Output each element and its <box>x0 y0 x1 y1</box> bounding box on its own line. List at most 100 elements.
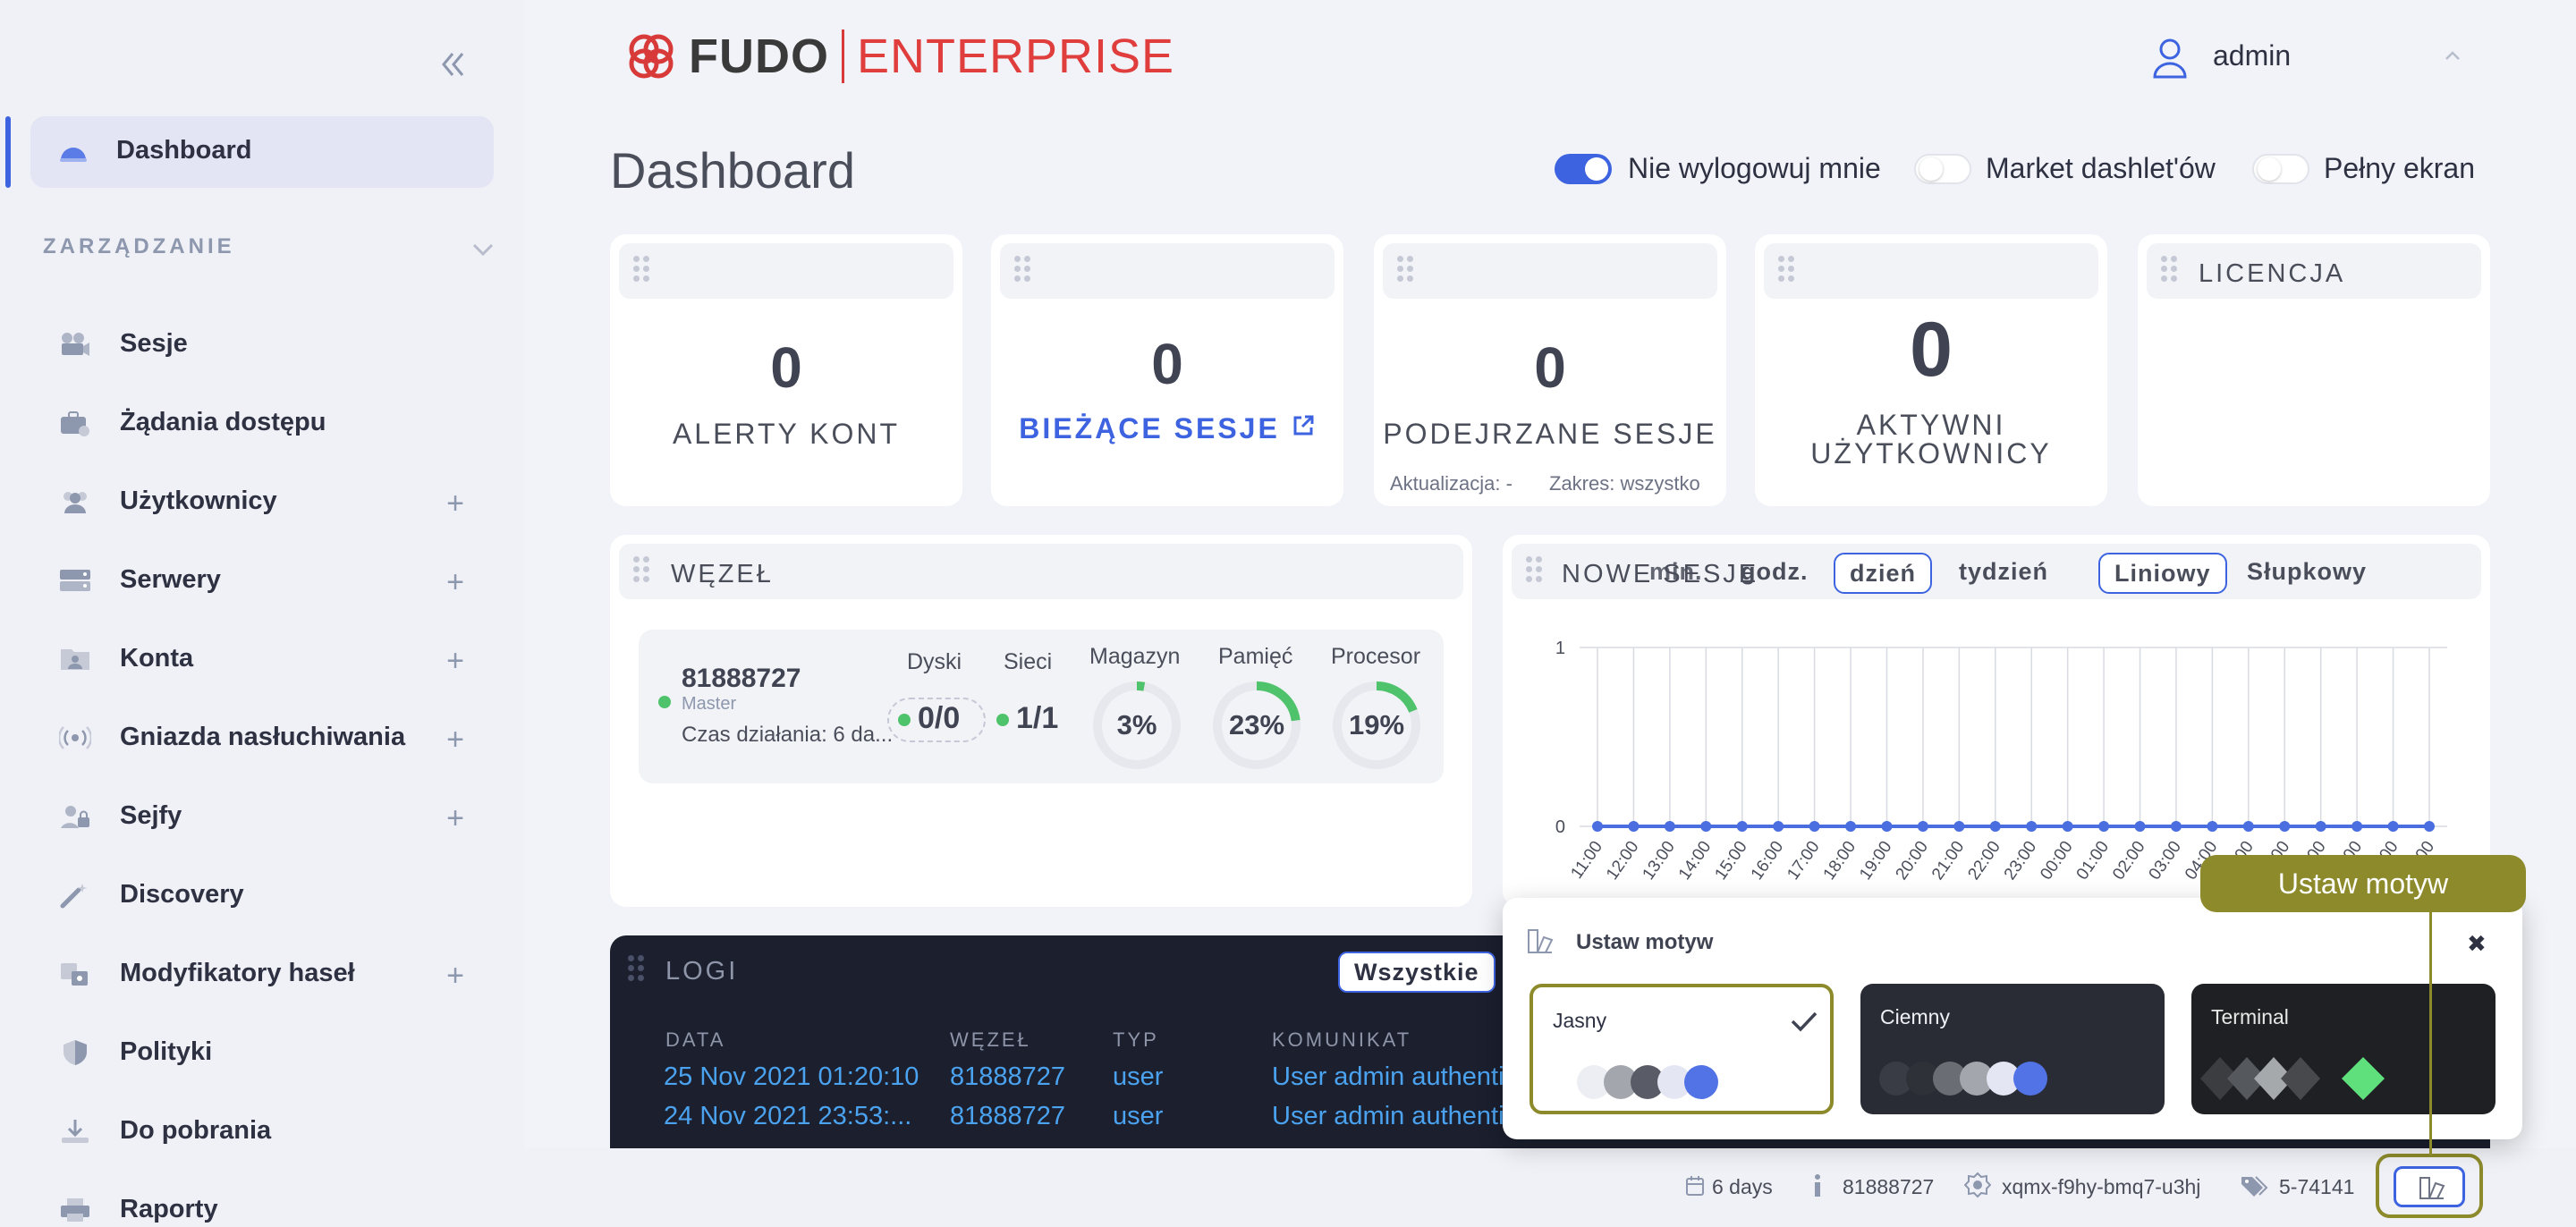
expand-plus-icon[interactable]: + <box>446 959 464 993</box>
sidebar-item-dashboard[interactable]: Dashboard <box>30 116 494 188</box>
data-point[interactable] <box>1989 821 2001 832</box>
x-tick-label: 22:00 <box>1964 838 2004 884</box>
theme-option-dark[interactable]: Ciemny <box>1860 984 2165 1114</box>
expand-plus-icon[interactable]: + <box>446 801 464 835</box>
tab-bar-chart[interactable]: Słupkowy <box>2247 558 2368 585</box>
data-point[interactable] <box>2424 821 2435 832</box>
shield-icon <box>57 1037 93 1068</box>
sidebar-item-access-requests[interactable]: Żądania dostępu <box>43 404 490 440</box>
tab-week[interactable]: tydzień <box>1959 558 2049 585</box>
gauge-ring <box>1093 681 1181 769</box>
data-point[interactable] <box>1881 821 1893 832</box>
tab-hour[interactable]: godz. <box>1741 558 1809 585</box>
collapse-sidebar-icon[interactable] <box>433 45 472 84</box>
theme-button[interactable] <box>2394 1166 2465 1207</box>
sidebar-item-servers[interactable]: Serwery + <box>43 562 490 597</box>
data-point[interactable] <box>2134 821 2146 832</box>
storage-gauge: 3% <box>1089 678 1184 773</box>
sidebar-item-accounts[interactable]: Konta + <box>43 640 490 676</box>
tab-min[interactable]: min. <box>1649 558 1703 585</box>
log-date[interactable]: 24 Nov 2021 23:53:... <box>664 1102 912 1130</box>
drag-handle-icon[interactable] <box>2161 256 2179 284</box>
drag-handle-icon[interactable] <box>1526 556 1544 585</box>
data-point[interactable] <box>2242 821 2254 832</box>
calendar-icon <box>1685 1175 1705 1201</box>
data-point[interactable] <box>1845 821 1857 832</box>
page-title: Dashboard <box>610 142 855 199</box>
x-tick-label: 12:00 <box>1603 838 1642 884</box>
fullscreen-toggle[interactable] <box>2252 154 2309 184</box>
dark-palette-swatches <box>1879 1062 2047 1096</box>
node-status-row[interactable]: 81888727 Master Czas działania: 6 da... … <box>639 630 1444 783</box>
data-point[interactable] <box>1917 821 1928 832</box>
data-point[interactable] <box>2315 821 2326 832</box>
log-type[interactable]: user <box>1113 1062 1164 1091</box>
current-sessions-link[interactable]: BIEŻĄCE SESJE <box>991 413 1343 444</box>
theme-option-terminal[interactable]: Terminal <box>2191 984 2496 1114</box>
sidebar-item-listeners[interactable]: Gniazda nasłuchiwania + <box>43 719 490 755</box>
license-card: LICENCJA <box>2138 234 2490 506</box>
sidebar-item-discovery[interactable]: Discovery <box>43 876 490 912</box>
drag-handle-icon[interactable] <box>633 556 651 585</box>
drag-handle-icon[interactable] <box>628 955 646 984</box>
drag-handle-icon[interactable] <box>1778 256 1796 284</box>
drag-handle-icon[interactable] <box>1397 256 1415 284</box>
data-point[interactable] <box>1592 821 1603 832</box>
data-point[interactable] <box>2351 821 2363 832</box>
log-message[interactable]: User admin authenti <box>1272 1062 1504 1091</box>
data-point[interactable] <box>1628 821 1640 832</box>
data-point[interactable] <box>2279 821 2291 832</box>
tab-line-chart[interactable]: Liniowy <box>2098 553 2227 594</box>
sidebar-item-label: Do pobrania <box>120 1116 272 1145</box>
data-point[interactable] <box>1700 821 1712 832</box>
data-point[interactable] <box>2207 821 2218 832</box>
sidebar-item-policies[interactable]: Polityki <box>43 1034 490 1070</box>
expand-plus-icon[interactable]: + <box>446 487 464 520</box>
close-icon[interactable]: ✖ <box>2467 930 2487 957</box>
sidebar-item-sessions[interactable]: Sesje <box>43 326 490 361</box>
drag-handle-icon[interactable] <box>1014 256 1032 284</box>
expand-plus-icon[interactable]: + <box>446 723 464 757</box>
logs-filter-all[interactable]: Wszystkie <box>1338 952 1496 993</box>
username[interactable]: admin <box>2213 39 2292 72</box>
log-type[interactable]: user <box>1113 1102 1164 1130</box>
fudo-logo-mark-icon <box>629 34 674 79</box>
data-point[interactable] <box>2387 821 2399 832</box>
log-node[interactable]: 81888727 <box>950 1062 1066 1091</box>
tab-day[interactable]: dzień <box>1834 553 1933 594</box>
drag-handle-icon[interactable] <box>633 256 651 284</box>
x-tick-label: 00:00 <box>2037 838 2076 884</box>
data-point[interactable] <box>1953 821 1965 832</box>
log-date[interactable]: 25 Nov 2021 01:20:10 <box>664 1062 919 1091</box>
sidebar-item-password-modifiers[interactable]: Modyfikatory haseł + <box>43 955 490 991</box>
data-point[interactable] <box>2098 821 2110 832</box>
sidebar-item-vaults[interactable]: Sejfy + <box>43 798 490 834</box>
log-node[interactable]: 81888727 <box>950 1102 1066 1130</box>
chevron-down-icon[interactable] <box>469 234 497 263</box>
log-message[interactable]: User admin authenti <box>1272 1102 1504 1130</box>
data-point[interactable] <box>2170 821 2182 832</box>
chevron-up-icon[interactable] <box>2442 45 2463 66</box>
sidebar-item-downloads[interactable]: Do pobrania <box>43 1113 490 1148</box>
data-point[interactable] <box>1773 821 1784 832</box>
data-point[interactable] <box>2026 821 2038 832</box>
stay-logged-in-toggle[interactable] <box>1555 154 1612 184</box>
sidebar-item-reports[interactable]: Raporty <box>43 1191 490 1227</box>
data-point[interactable] <box>1664 821 1675 832</box>
sidebar-item-users[interactable]: Użytkownicy + <box>43 483 490 519</box>
dashlet-market-toggle[interactable] <box>1914 154 1971 184</box>
column-message: KOMUNIKAT <box>1272 1028 1412 1051</box>
data-point[interactable] <box>1736 821 1748 832</box>
theme-option-light[interactable]: Jasny <box>1530 984 1834 1114</box>
disks-label: Dyski <box>907 649 962 674</box>
theme-option-label: Jasny <box>1553 1009 1607 1032</box>
column-node: WĘZEŁ <box>950 1028 1031 1051</box>
data-point[interactable] <box>2062 821 2073 832</box>
data-point[interactable] <box>1809 821 1820 832</box>
sidebar-item-label: Sejfy <box>120 801 182 830</box>
node-role: Master <box>682 694 737 714</box>
current-sessions-label: BIEŻĄCE SESJE <box>1019 412 1280 444</box>
user-icon[interactable] <box>2152 38 2188 79</box>
expand-plus-icon[interactable]: + <box>446 644 464 678</box>
expand-plus-icon[interactable]: + <box>446 565 464 599</box>
